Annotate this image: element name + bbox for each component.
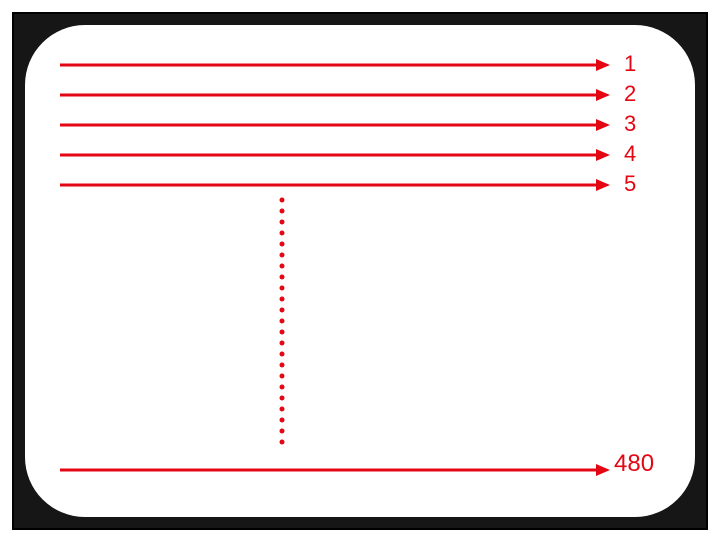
scanline-label-5: 5 [624, 173, 636, 195]
scanline-label-3: 3 [624, 113, 636, 135]
diagram-canvas: 1 2 3 4 5 480 [0, 0, 720, 540]
scanline-label-4: 4 [624, 143, 636, 165]
ellipsis-dots [280, 440, 285, 445]
scanlines-svg [0, 0, 720, 540]
scanline-label-last: 480 [614, 452, 654, 476]
scanline-label-2: 2 [624, 83, 636, 105]
scanline-label-1: 1 [624, 53, 636, 75]
